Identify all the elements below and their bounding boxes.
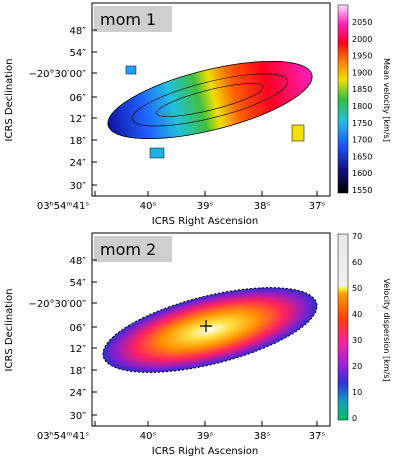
- y-tick-label: −20°30′00″: [28, 69, 86, 80]
- y-tick-label: 18″: [70, 366, 87, 377]
- colorbar: [337, 233, 349, 421]
- colorbar-tick-label: 10: [352, 388, 362, 397]
- x-axis-label: ICRS Right Ascension: [152, 446, 258, 457]
- panel-label: mom 1: [100, 10, 156, 29]
- colorbar-tick-label: 50: [352, 284, 362, 293]
- x-tick-label: 39ˢ: [197, 431, 214, 442]
- y-tick-label: 48″: [70, 26, 87, 37]
- y-tick-label: −20°30′00″: [28, 299, 86, 310]
- y-tick-label: 54″: [70, 278, 87, 289]
- x-tick-label: 03ʰ54ᵐ41ˢ: [37, 431, 89, 442]
- colorbar-tick-label: 1650: [352, 152, 372, 161]
- velocity-map: [107, 60, 313, 140]
- colorbar-tick-label: 1950: [352, 52, 372, 61]
- x-tick-label: 37ˢ: [309, 431, 326, 442]
- blob: [125, 65, 137, 75]
- label-box: [94, 6, 172, 32]
- colorbar-tick-label: 1550: [352, 186, 372, 195]
- label-box: [94, 236, 172, 262]
- x-tick-label: 38ˢ: [254, 431, 271, 442]
- y-tick-label: 06″: [70, 93, 87, 104]
- y-tick-label: 30″: [70, 181, 87, 192]
- colorbar-tick-label: 30: [352, 336, 362, 345]
- colorbar-tick-label: 1900: [352, 68, 372, 77]
- colorbar-tick-label: 70: [352, 232, 362, 241]
- y-tick-label: 24″: [70, 158, 87, 169]
- dispersion-map: [102, 287, 318, 373]
- y-axis-label: ICRS Declination: [4, 289, 15, 372]
- blob: [291, 124, 305, 142]
- x-tick-label: 40ˢ: [140, 201, 157, 212]
- colorbar-tick-label: 2050: [352, 18, 372, 27]
- x-tick-label: 03ʰ54ᵐ41ˢ: [37, 201, 89, 212]
- x-tick-label: 37ˢ: [309, 201, 326, 212]
- y-tick-label: 12″: [70, 114, 87, 125]
- y-tick-label: 30″: [70, 411, 87, 422]
- y-tick-label: 24″: [70, 388, 87, 399]
- y-tick-label: 12″: [70, 344, 87, 355]
- y-tick-label: 48″: [70, 256, 87, 267]
- x-tick-label: 39ˢ: [197, 201, 214, 212]
- colorbar: [337, 4, 349, 194]
- y-tick-label: 06″: [70, 323, 87, 334]
- center-marker: [200, 320, 212, 332]
- colorbar-tick-label: 0: [352, 414, 357, 423]
- colorbar-tick-label: 1800: [352, 102, 372, 111]
- colorbar-tick-label: 2000: [352, 35, 372, 44]
- y-axis-label: ICRS Declination: [4, 59, 15, 142]
- colorbar-tick-label: 1600: [352, 169, 372, 178]
- colorbar-label: Mean velocity [km/s]: [382, 58, 391, 142]
- colorbar-tick-label: 1850: [352, 85, 372, 94]
- colorbar-tick-label: 20: [352, 362, 362, 371]
- colorbar-tick-label: 1750: [352, 119, 372, 128]
- x-axis-label: ICRS Right Ascension: [152, 216, 258, 227]
- panel-label: mom 2: [100, 240, 156, 259]
- x-tick-label: 38ˢ: [254, 201, 271, 212]
- y-tick-label: 54″: [70, 48, 87, 59]
- colorbar-tick-label: 40: [352, 310, 362, 319]
- colorbar-tick-label: 1700: [352, 136, 372, 145]
- colorbar-label: Velocity dispersion [km/s]: [382, 278, 391, 381]
- y-tick-label: 18″: [70, 136, 87, 147]
- x-tick-label: 40ˢ: [140, 431, 157, 442]
- blob: [149, 147, 165, 159]
- colorbar-tick-label: 60: [352, 258, 362, 267]
